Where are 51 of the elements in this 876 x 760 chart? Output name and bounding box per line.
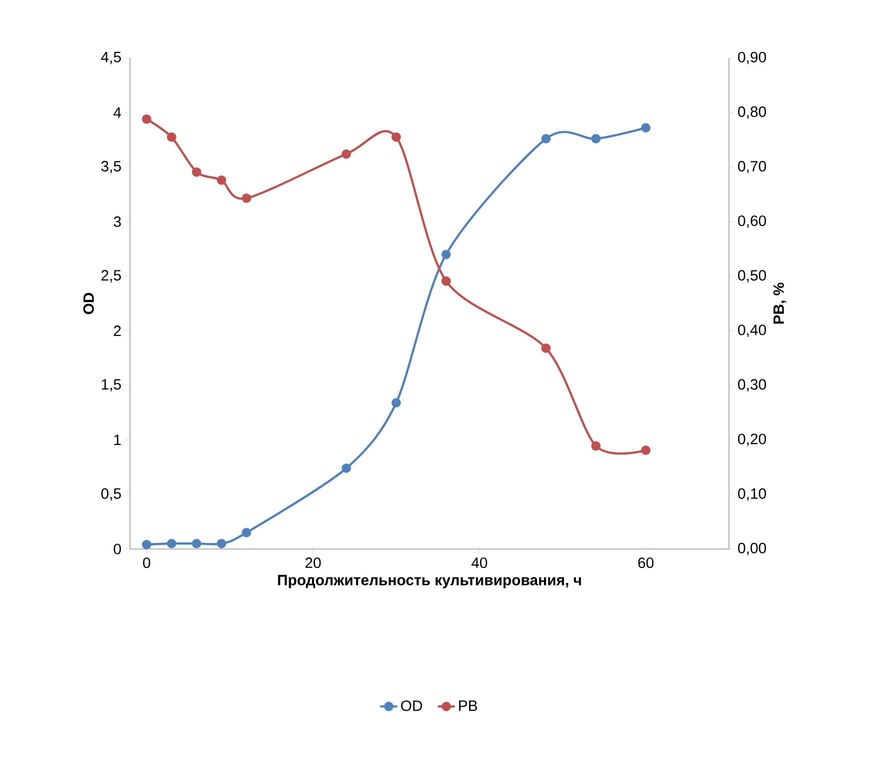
y2-axis-title: PB, % <box>773 282 786 324</box>
point <box>392 132 401 142</box>
point <box>392 398 401 408</box>
point <box>641 446 650 455</box>
point <box>166 132 176 142</box>
y2-tick-label: 0,00 <box>738 542 766 556</box>
point <box>192 167 202 177</box>
y-tick-label: 2 <box>114 326 121 336</box>
y2-tick-label: 0,60 <box>738 215 766 228</box>
y-tick-label: 1,5 <box>102 379 121 392</box>
y-tick-label: 0 <box>114 544 121 554</box>
point <box>591 441 601 451</box>
point <box>192 538 202 548</box>
point <box>242 528 252 538</box>
y-axis-title: OD <box>83 292 94 314</box>
y2-tick-label: 0,10 <box>738 488 766 501</box>
x-tick-label: 0 <box>143 557 150 568</box>
point <box>541 134 551 144</box>
y-tick-label: 4,5 <box>101 52 121 64</box>
legend-label: PB <box>459 700 478 711</box>
point <box>641 123 650 132</box>
y2-tick-label: 0,40 <box>738 324 766 337</box>
point <box>142 540 152 550</box>
y2-tick-label: 0,70 <box>738 160 766 174</box>
y-tick-label: 3 <box>114 216 121 227</box>
point <box>342 149 351 159</box>
x-tick-label: 20 <box>305 557 321 568</box>
point <box>441 276 451 286</box>
point <box>216 538 226 548</box>
point <box>142 114 152 124</box>
point <box>591 134 601 144</box>
point <box>342 464 351 473</box>
point <box>441 250 451 260</box>
x-tick-label: 60 <box>638 557 654 568</box>
legend-label: OD <box>401 700 422 712</box>
y-tick-label: 4 <box>114 107 122 118</box>
point <box>541 344 551 353</box>
point <box>216 176 226 185</box>
y-tick-label: 1 <box>114 434 121 446</box>
point <box>166 538 176 548</box>
x-axis-title: Продолжительность культивирования, ч <box>278 574 581 588</box>
y-tick-label: 2,5 <box>101 270 121 282</box>
y-tick-label: 3,5 <box>101 160 121 174</box>
y2-tick-label: 0,90 <box>738 52 766 64</box>
point <box>242 194 252 203</box>
y-tick-label: 0,5 <box>101 488 121 501</box>
y2-tick-label: 0,80 <box>738 106 766 119</box>
x-tick-label: 40 <box>471 557 488 568</box>
y2-tick-label: 0,30 <box>738 379 766 392</box>
y2-tick-label: 0,50 <box>738 270 766 282</box>
y2-tick-label: 0,20 <box>738 434 766 446</box>
